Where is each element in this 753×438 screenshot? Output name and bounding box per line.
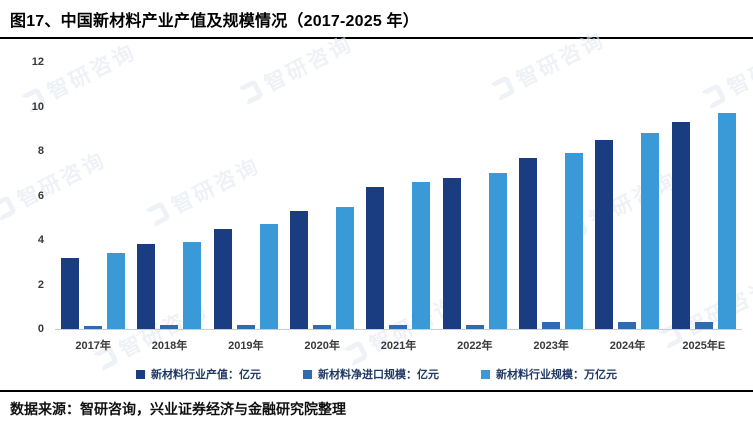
bar xyxy=(160,324,179,329)
legend-label: 新材料行业产值：亿元 xyxy=(151,369,261,381)
legend-color-swatch xyxy=(303,369,312,379)
x-tick-label-2019年: 2019年 xyxy=(228,340,264,352)
chart-title: 图17、中国新材料产业产值及规模情况（2017-2025 年） xyxy=(10,13,419,30)
bar-group-2019年 xyxy=(208,62,284,329)
bar xyxy=(259,224,278,329)
y-tick-label-4: 4 xyxy=(37,234,44,246)
x-tick-label-2024年: 2024年 xyxy=(609,340,646,352)
legend-color-swatch xyxy=(481,369,490,379)
bar xyxy=(336,206,355,329)
x-tick-label-2017年: 2017年 xyxy=(75,340,111,352)
legend-label: 新材料净进口规模：亿元 xyxy=(318,369,439,381)
bar xyxy=(389,324,408,329)
bar xyxy=(488,173,507,329)
x-tick-label-2018年: 2018年 xyxy=(151,340,188,352)
bar xyxy=(442,177,461,329)
y-tick-label-12: 12 xyxy=(31,56,44,68)
bar xyxy=(641,133,660,329)
y-tick-label-2: 2 xyxy=(37,278,44,291)
bar xyxy=(519,157,538,329)
bar xyxy=(465,324,484,329)
y-tick-label-10: 10 xyxy=(31,100,44,113)
legend-item: 新材料行业产值：亿元 xyxy=(136,366,261,382)
bar xyxy=(290,211,309,329)
legend-label: 新材料行业规模：万亿元 xyxy=(496,369,617,381)
bar-group-2025年E xyxy=(666,62,742,329)
bar xyxy=(137,244,156,329)
bar xyxy=(61,257,80,329)
bar-group-2024年 xyxy=(589,62,665,329)
bar-group-2018年 xyxy=(131,62,207,329)
chart-legend: 新材料行业产值：亿元 新材料净进口规模：亿元 新材料行业规模：万亿元 xyxy=(0,366,753,382)
bar xyxy=(717,113,736,329)
legend-item: 新材料行业规模：万亿元 xyxy=(481,366,617,382)
y-tick-label-8: 8 xyxy=(37,145,44,157)
bar-group-2023年 xyxy=(513,62,589,329)
bar xyxy=(236,324,255,329)
bar xyxy=(366,186,385,329)
bar xyxy=(694,322,713,329)
plot-area xyxy=(55,62,742,330)
x-axis: 2017年 2018年 2019年 2020年 2021年 2022年 2023年 2024年… xyxy=(55,337,742,353)
x-tick-label-2022年: 2022年 xyxy=(457,340,493,352)
bar xyxy=(412,182,431,329)
bar xyxy=(183,242,202,329)
bar xyxy=(313,324,332,329)
bar-group-2022年 xyxy=(437,62,513,329)
bar xyxy=(107,253,126,329)
bar xyxy=(595,139,614,329)
bar xyxy=(84,325,103,329)
bar xyxy=(671,122,690,329)
bar xyxy=(565,153,584,329)
x-tick-label-2020年: 2020年 xyxy=(304,340,340,352)
x-tick-label-2021年: 2021年 xyxy=(380,340,417,352)
x-tick-label-2025年E: 2025年E xyxy=(682,340,726,352)
bar-group-2020年 xyxy=(284,62,360,329)
bar xyxy=(618,322,637,329)
bar xyxy=(213,228,232,329)
legend-item: 新材料净进口规模：亿元 xyxy=(303,366,439,382)
data-source-note: 数据来源：智研咨询，兴业证券经济与金融研究院整理 xyxy=(10,401,346,417)
bar xyxy=(542,322,561,329)
bar-group-2021年 xyxy=(360,62,436,329)
y-tick-label-6: 6 xyxy=(37,189,44,202)
footer-divider-line xyxy=(0,390,753,392)
bar-group-2017年 xyxy=(55,62,131,329)
x-tick-label-2023年: 2023年 xyxy=(533,340,569,352)
title-divider-line xyxy=(0,37,753,39)
legend-color-swatch xyxy=(136,369,145,379)
y-tick-label-0: 0 xyxy=(37,323,44,335)
